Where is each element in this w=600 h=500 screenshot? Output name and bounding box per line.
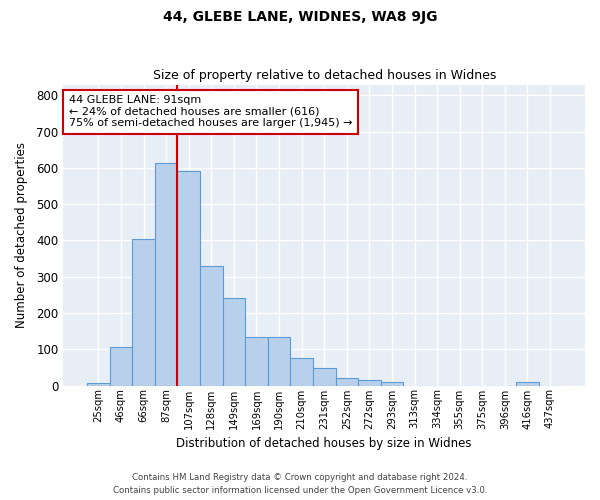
- Bar: [133, 240, 155, 386]
- Bar: [178, 171, 200, 386]
- Bar: [335, 378, 358, 386]
- Bar: [313, 368, 335, 386]
- Y-axis label: Number of detached properties: Number of detached properties: [15, 142, 28, 328]
- Text: 44, GLEBE LANE, WIDNES, WA8 9JG: 44, GLEBE LANE, WIDNES, WA8 9JG: [163, 10, 437, 24]
- Bar: [358, 380, 380, 386]
- Bar: [87, 382, 110, 386]
- Bar: [155, 163, 178, 386]
- X-axis label: Distribution of detached houses by size in Widnes: Distribution of detached houses by size …: [176, 437, 472, 450]
- Text: Contains HM Land Registry data © Crown copyright and database right 2024.
Contai: Contains HM Land Registry data © Crown c…: [113, 474, 487, 495]
- Bar: [290, 358, 313, 386]
- Text: 44 GLEBE LANE: 91sqm
← 24% of detached houses are smaller (616)
75% of semi-deta: 44 GLEBE LANE: 91sqm ← 24% of detached h…: [68, 95, 352, 128]
- Bar: [516, 382, 539, 386]
- Bar: [200, 266, 223, 386]
- Bar: [268, 338, 290, 386]
- Bar: [380, 382, 403, 386]
- Title: Size of property relative to detached houses in Widnes: Size of property relative to detached ho…: [152, 69, 496, 82]
- Bar: [223, 298, 245, 386]
- Bar: [245, 338, 268, 386]
- Bar: [110, 346, 133, 386]
